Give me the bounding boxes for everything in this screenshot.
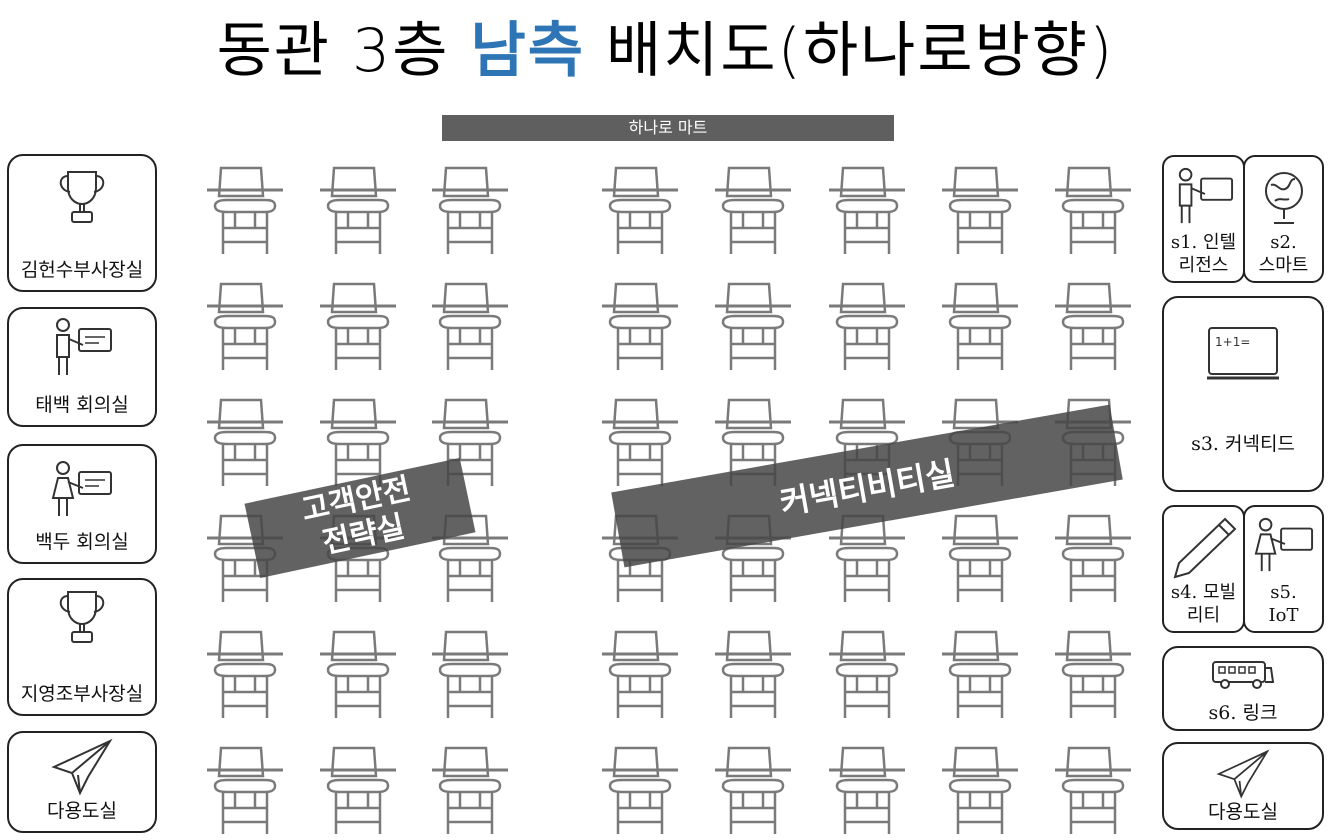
desk-icon xyxy=(430,394,510,488)
desk-icon xyxy=(713,278,793,372)
trophy-icon xyxy=(59,591,105,643)
desk-icon xyxy=(940,626,1020,720)
desk-icon xyxy=(1053,742,1133,836)
desk-icon xyxy=(205,742,285,836)
room-taebaek-meeting[interactable]: 태백 회의실 xyxy=(7,307,157,427)
desk-icon xyxy=(205,394,285,488)
desk-icon xyxy=(1053,162,1133,256)
room-label: 태백 회의실 xyxy=(35,394,129,416)
desk-icon xyxy=(600,626,680,720)
paper-plane-icon xyxy=(51,738,113,796)
room-s6-link[interactable]: s6. 링크 xyxy=(1162,646,1324,731)
chalkboard-icon: 1+1= xyxy=(1207,327,1279,380)
desk-icon xyxy=(430,626,510,720)
room-ji-vp-office[interactable]: 지영조부사장실 xyxy=(7,578,157,716)
desk-icon xyxy=(600,278,680,372)
presenter-man-icon xyxy=(56,318,112,375)
desk-icon xyxy=(318,626,398,720)
room-label: 김헌수부사장실 xyxy=(20,259,144,281)
desk-icon xyxy=(205,626,285,720)
desk-icon xyxy=(940,510,1020,604)
room-label: s5. IoT xyxy=(1268,582,1299,626)
room-baekdu-meeting[interactable]: 백두 회의실 xyxy=(7,444,157,564)
hanaro-mart-label: 하나로 마트 xyxy=(442,115,894,141)
desk-icon xyxy=(600,162,680,256)
desk-icon xyxy=(600,394,680,488)
title-suffix: 배치도(하나로방향) xyxy=(584,16,1115,86)
desk-icon xyxy=(205,162,285,256)
room-s1-intelligence[interactable]: s1. 인텔 리전스 xyxy=(1162,155,1245,283)
room-s2-smart[interactable]: s2. 스마트 xyxy=(1243,155,1324,283)
desk-icon xyxy=(318,742,398,836)
desk-icon xyxy=(600,742,680,836)
desk-icon xyxy=(940,162,1020,256)
room-utility-left[interactable]: 다용도실 xyxy=(7,731,157,833)
desk-icon xyxy=(827,278,907,372)
desk-icon xyxy=(1053,510,1133,604)
title-accent: 남측 xyxy=(470,16,585,86)
desk-icon xyxy=(430,510,510,604)
room-label: s4. 모빌 리티 xyxy=(1170,582,1237,626)
desk-icon xyxy=(430,742,510,836)
bus-icon xyxy=(1212,661,1275,689)
paper-plane-icon xyxy=(1216,749,1270,799)
presenter-woman-icon xyxy=(1254,517,1313,572)
desk-icon xyxy=(713,626,793,720)
room-s4-mobility[interactable]: s4. 모빌 리티 xyxy=(1162,505,1245,633)
desk-icon xyxy=(1053,626,1133,720)
desk-icon xyxy=(827,742,907,836)
desk-icon xyxy=(940,278,1020,372)
desk-icon xyxy=(713,162,793,256)
room-s3-connected[interactable]: 1+1= s3. 커넥티드 xyxy=(1162,296,1324,492)
presenter-woman-icon xyxy=(51,461,112,516)
trophy-icon xyxy=(59,171,105,223)
desk-icon xyxy=(940,742,1020,836)
desk-icon xyxy=(318,162,398,256)
room-label: s2. 스마트 xyxy=(1258,232,1309,276)
desk-icon xyxy=(318,278,398,372)
desk-icon xyxy=(205,278,285,372)
desk-icon xyxy=(430,162,510,256)
room-label: 백두 회의실 xyxy=(35,531,129,553)
room-label: s6. 링크 xyxy=(1208,702,1278,724)
room-label: 지영조부사장실 xyxy=(20,683,144,705)
room-kim-vp-office[interactable]: 김헌수부사장실 xyxy=(7,154,157,292)
room-label: 다용도실 xyxy=(1208,801,1278,823)
desk-icon xyxy=(430,278,510,372)
desk-icon xyxy=(827,626,907,720)
desk-icon xyxy=(1053,278,1133,372)
desk-icon xyxy=(827,510,907,604)
room-s5-iot[interactable]: s5. IoT xyxy=(1243,505,1324,633)
pen-icon xyxy=(1173,517,1236,579)
globe-icon xyxy=(1264,172,1303,224)
svg-text:1+1=: 1+1= xyxy=(1215,335,1250,349)
room-label: s1. 인텔 리전스 xyxy=(1170,232,1237,276)
page-title: 동관 3층 남측 배치도(하나로방향) xyxy=(0,2,1331,89)
desk-icon xyxy=(827,162,907,256)
desk-icon xyxy=(713,742,793,836)
room-label: 다용도실 xyxy=(47,800,117,822)
presenter-man-icon xyxy=(1178,167,1233,224)
desk-icon xyxy=(318,394,398,488)
room-label: s3. 커넥티드 xyxy=(1191,433,1295,455)
room-utility-right[interactable]: 다용도실 xyxy=(1162,742,1324,830)
title-prefix: 동관 3층 xyxy=(216,16,471,86)
